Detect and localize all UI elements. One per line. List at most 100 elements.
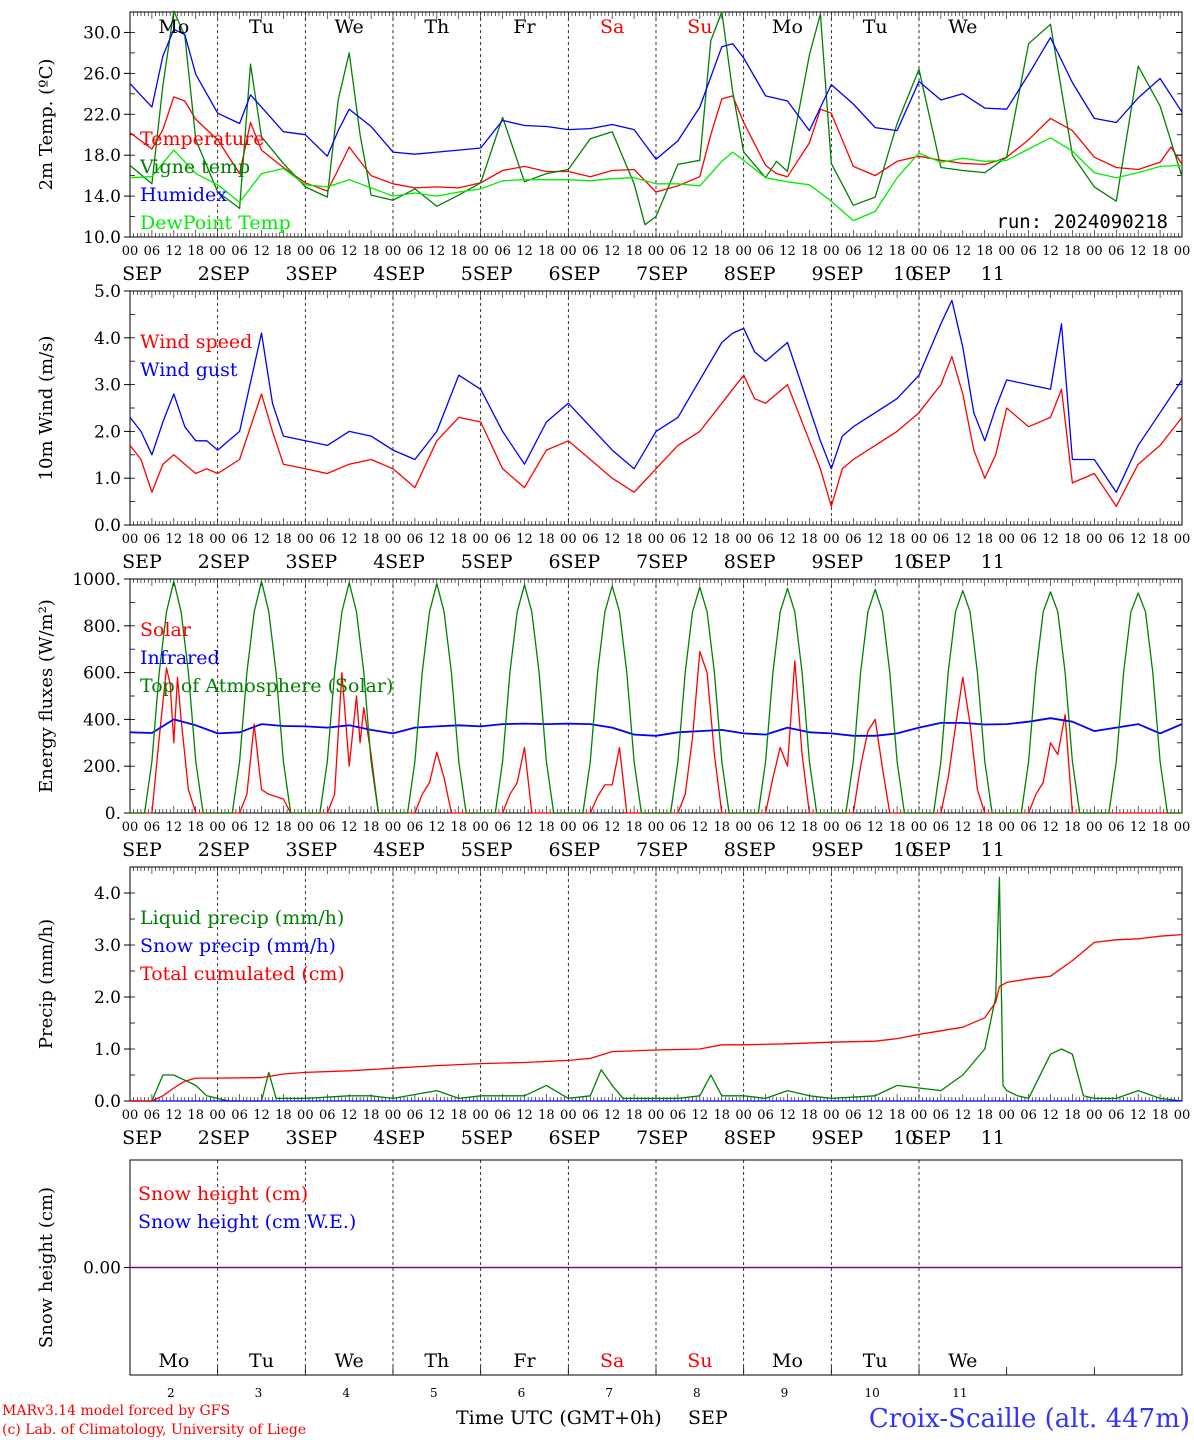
y-tick-label: 1.0	[94, 1040, 121, 1060]
date-month: SEP	[560, 839, 600, 861]
weekday-label: Th	[424, 16, 449, 38]
hour-tick-label: 12	[341, 532, 358, 547]
hour-tick-label: 00	[297, 532, 314, 547]
date-month: SEP	[911, 551, 951, 573]
y-tick-label: 200.	[83, 757, 121, 777]
hour-tick-label: 00	[911, 1108, 928, 1123]
hour-tick-label: 06	[757, 532, 774, 547]
hour-tick-label: 12	[429, 532, 446, 547]
hour-tick-label: 18	[1064, 244, 1081, 259]
legend-entry: Snow height (cm W.E.)	[138, 1211, 356, 1233]
hour-tick-label: 12	[341, 1108, 358, 1123]
date-month: SEP	[385, 551, 425, 573]
date-day: 8	[724, 551, 736, 573]
hour-tick-label: 18	[801, 820, 818, 835]
date-day: 7	[636, 551, 648, 573]
series-layer	[129, 10, 1183, 1269]
hour-tick-label: 12	[516, 820, 533, 835]
hour-tick-label: 18	[363, 532, 380, 547]
date-month: SEP	[473, 1127, 513, 1149]
hour-tick-label: 18	[1064, 820, 1081, 835]
hour-tick-label: 18	[538, 244, 555, 259]
y-tick-label: 0.00	[83, 1259, 121, 1279]
hour-tick-label: 00	[823, 1108, 840, 1123]
hour-tick-label: 06	[1020, 244, 1037, 259]
hour-tick-label: 12	[604, 244, 621, 259]
hour-tick-label: 12	[1042, 820, 1059, 835]
hour-tick-label: 18	[889, 820, 906, 835]
date-month: SEP	[736, 263, 776, 285]
y-tick-label: 30.0	[83, 23, 121, 43]
date-day: 11	[981, 551, 1005, 573]
date-day: 11	[952, 1386, 967, 1400]
date-month: SEP	[122, 839, 162, 861]
date-month: SEP	[122, 551, 162, 573]
date-month: SEP	[385, 263, 425, 285]
hour-tick-label: 12	[166, 1108, 183, 1123]
hour-tick-label: 18	[889, 244, 906, 259]
date-day: 8	[724, 1127, 736, 1149]
hour-tick-label: 06	[407, 532, 424, 547]
panel-frame	[129, 11, 1183, 238]
hour-tick-label: 06	[757, 1108, 774, 1123]
hour-tick-label: 06	[845, 244, 862, 259]
weekday-label: Fr	[513, 16, 536, 38]
hour-tick-label: 00	[1086, 532, 1103, 547]
date-month: SEP	[823, 839, 863, 861]
date-day: 3	[285, 1127, 297, 1149]
hour-tick-label: 18	[187, 1108, 204, 1123]
hour-tick-label: 12	[779, 820, 796, 835]
hour-tick-label: 18	[538, 532, 555, 547]
legend-entry: Snow height (cm)	[138, 1183, 308, 1205]
hour-tick-label: 12	[955, 1108, 972, 1123]
date-day: 8	[693, 1386, 701, 1400]
legend-entry: Wind speed	[140, 331, 252, 353]
date-day: 9	[811, 839, 823, 861]
hour-tick-label: 06	[494, 820, 511, 835]
hour-tick-label: 18	[801, 1108, 818, 1123]
hour-tick-label: 00	[209, 532, 226, 547]
hour-tick-label: 12	[1130, 244, 1147, 259]
hour-tick-label: 00	[911, 820, 928, 835]
hour-tick-label: 06	[1108, 244, 1125, 259]
date-month: SEP	[297, 1127, 337, 1149]
y-tick-label: 1.0	[94, 469, 121, 489]
date-day: 4	[342, 1386, 350, 1400]
legend-entry: DewPoint Temp	[140, 212, 291, 234]
hour-tick-label: 00	[735, 1108, 752, 1123]
hour-tick-label: 06	[407, 244, 424, 259]
hour-tick-label: 12	[692, 820, 709, 835]
weekday-label: Tu	[249, 16, 274, 38]
date-day: 9	[811, 1127, 823, 1149]
date-day: 2	[167, 1386, 175, 1400]
date-day: 5	[461, 263, 473, 285]
hour-tick-label: 12	[1130, 532, 1147, 547]
hour-tick-label: 18	[450, 244, 467, 259]
hour-tick-label: 12	[166, 244, 183, 259]
hour-tick-label: 12	[692, 244, 709, 259]
date-day: 7	[636, 839, 648, 861]
weekday-label: Tu	[249, 1350, 274, 1372]
y-tick-label: 1000.	[72, 570, 121, 590]
hour-tick-label: 06	[319, 820, 336, 835]
hour-tick-label: 06	[933, 532, 950, 547]
y-tick-label: 0.0	[94, 516, 121, 536]
hour-tick-label: 12	[1042, 244, 1059, 259]
hour-tick-label: 18	[713, 244, 730, 259]
y-tick-label: 0.	[105, 804, 121, 824]
hour-tick-label: 06	[582, 1108, 599, 1123]
hour-tick-label: 06	[670, 820, 687, 835]
weekday-label: Sa	[600, 1350, 624, 1372]
text-layer: 10.014.018.022.026.030.02m Temp. (ºC)00 0…	[36, 16, 1190, 1400]
legend-entry: Wind gust	[140, 359, 238, 381]
hour-tick-label: 12	[253, 532, 270, 547]
date-month: SEP	[385, 1127, 425, 1149]
hour-tick-label: 06	[1020, 1108, 1037, 1123]
hour-tick-label: 18	[713, 1108, 730, 1123]
hour-tick-label: 00	[735, 244, 752, 259]
hour-tick-label: 06	[670, 532, 687, 547]
hour-tick-label: 12	[429, 820, 446, 835]
hour-tick-label: 12	[867, 244, 884, 259]
y-tick-label: 3.0	[94, 376, 121, 396]
hour-tick-label: 12	[955, 820, 972, 835]
